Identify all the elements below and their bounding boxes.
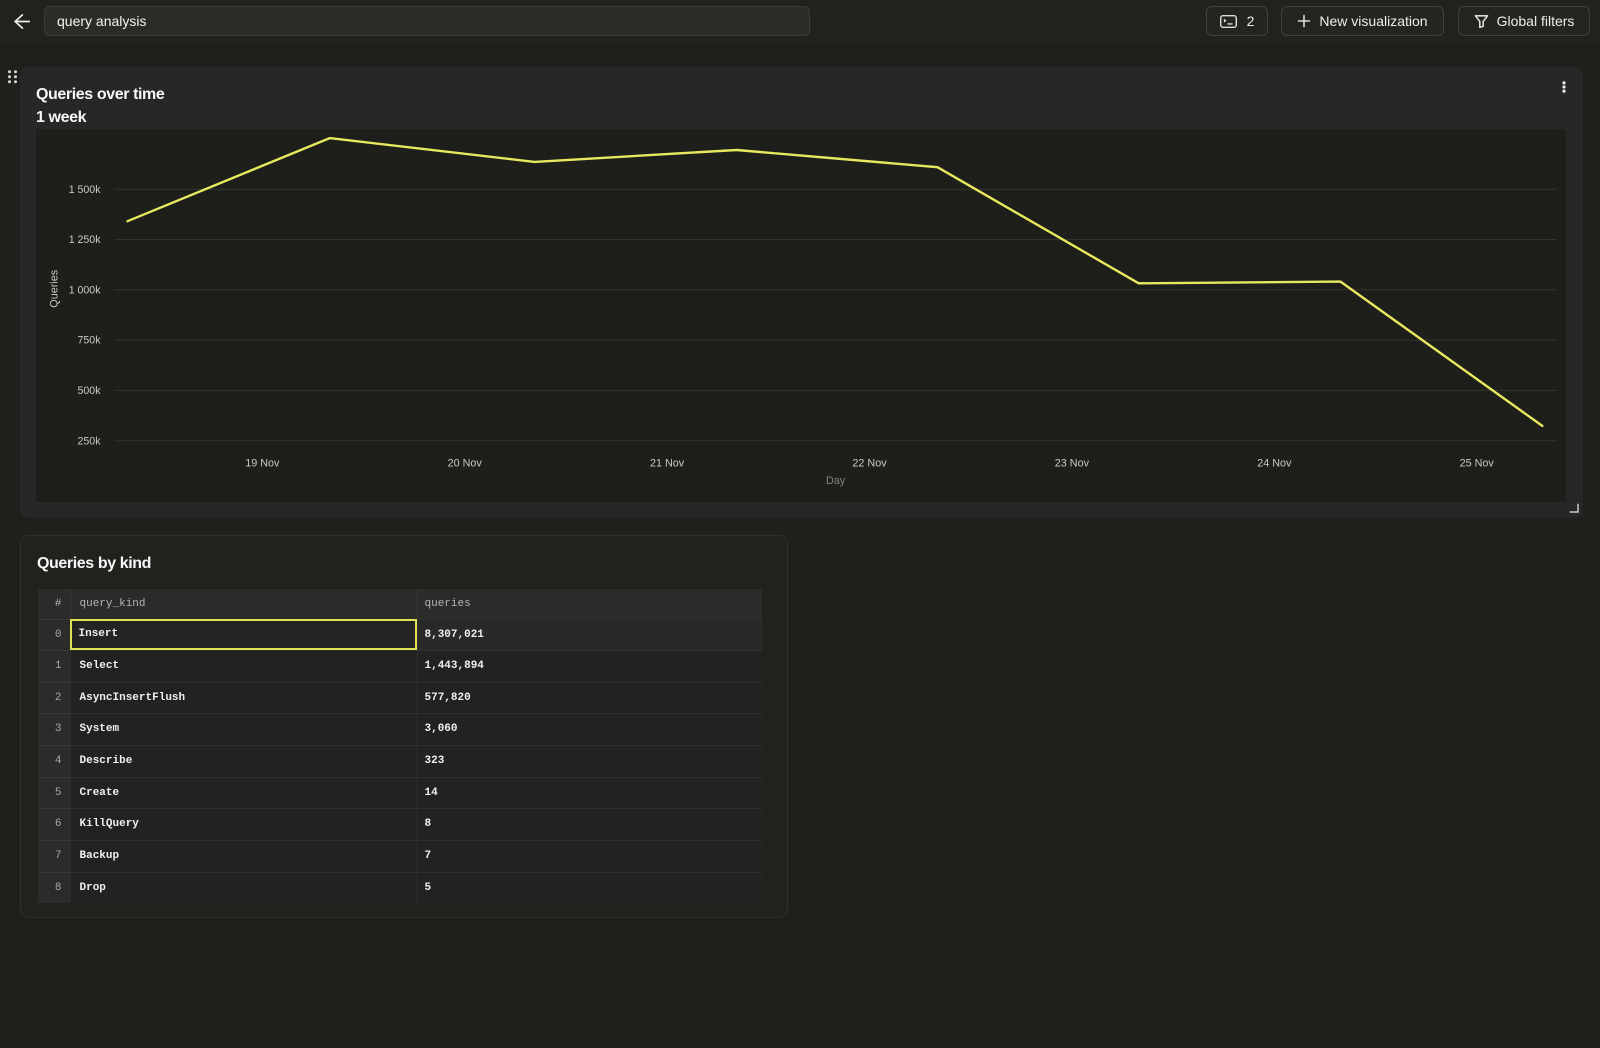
svg-text:21 Nov: 21 Nov <box>650 458 685 470</box>
svg-text:19 Nov: 19 Nov <box>245 458 280 470</box>
svg-text:22 Nov: 22 Nov <box>852 458 887 470</box>
svg-text:Day: Day <box>826 475 846 487</box>
svg-text:25 Nov: 25 Nov <box>1460 458 1495 470</box>
svg-text:1 250k: 1 250k <box>69 234 102 246</box>
svg-text:250k: 250k <box>78 435 102 447</box>
svg-text:1 500k: 1 500k <box>69 184 102 196</box>
svg-text:23 Nov: 23 Nov <box>1055 458 1090 470</box>
svg-text:Queries: Queries <box>49 269 61 307</box>
svg-text:24 Nov: 24 Nov <box>1257 458 1292 470</box>
svg-text:1 000k: 1 000k <box>69 284 102 296</box>
svg-text:750k: 750k <box>78 335 102 347</box>
svg-text:500k: 500k <box>78 385 102 397</box>
svg-text:20 Nov: 20 Nov <box>448 458 483 470</box>
